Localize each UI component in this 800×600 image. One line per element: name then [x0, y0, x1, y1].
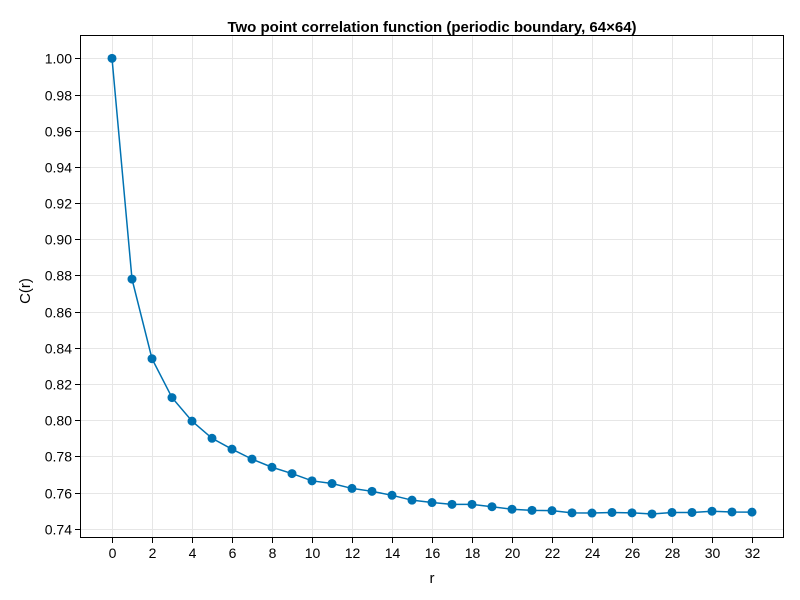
- data-point: [487, 502, 497, 512]
- data-point: [347, 483, 357, 493]
- data-point: [527, 505, 537, 515]
- data-point: [207, 433, 217, 443]
- plot-frame: [80, 35, 784, 538]
- data-point: [327, 479, 337, 489]
- data-point: [447, 499, 457, 509]
- x-tick-label: 12: [345, 545, 361, 561]
- y-tick-label: 0.74: [45, 522, 72, 538]
- y-tick-label: 0.98: [45, 88, 72, 104]
- grid-layer: [80, 35, 784, 538]
- data-point: [107, 53, 117, 63]
- x-tick-label: 2: [149, 545, 157, 561]
- y-tick-label: 0.96: [45, 124, 72, 140]
- data-point: [707, 506, 717, 516]
- data-point: [727, 507, 737, 517]
- data-point: [647, 509, 657, 519]
- data-point: [387, 490, 397, 500]
- data-point: [427, 498, 437, 508]
- x-tick-label: 28: [665, 545, 681, 561]
- data-point: [147, 354, 157, 364]
- data-point: [307, 476, 317, 486]
- data-point: [247, 454, 257, 464]
- x-tick-label: 10: [305, 545, 321, 561]
- y-tick-label: 0.92: [45, 196, 72, 212]
- data-point: [627, 508, 637, 518]
- x-tick-label: 4: [189, 545, 197, 561]
- tick-layer: 0 2 4 6 8 10 12 14 16 18 20 22 24 26 28 30 320.740.760.7…: [45, 51, 761, 562]
- data-point: [547, 506, 557, 516]
- x-tick-label: 6: [229, 545, 237, 561]
- data-point: [667, 507, 677, 517]
- y-tick-label: 0.94: [45, 160, 72, 176]
- data-point: [407, 495, 417, 505]
- data-point: [227, 444, 237, 454]
- data-point: [567, 508, 577, 518]
- data-point: [607, 507, 617, 517]
- y-tick-label: 0.84: [45, 341, 72, 357]
- data-point: [287, 469, 297, 479]
- x-tick-label: 8: [269, 545, 277, 561]
- data-point: [167, 393, 177, 403]
- x-tick-label: 0: [109, 545, 117, 561]
- x-tick-label: 22: [545, 545, 561, 561]
- data-point: [687, 507, 697, 517]
- data-point: [587, 508, 597, 518]
- y-axis-label: C(r): [17, 278, 34, 304]
- x-tick-label: 14: [385, 545, 401, 561]
- x-axis-label: r: [430, 570, 435, 587]
- series-layer: [107, 53, 757, 519]
- y-tick-label: 0.90: [45, 232, 72, 248]
- data-point: [747, 507, 757, 517]
- data-point: [507, 504, 517, 514]
- x-tick-label: 20: [505, 545, 521, 561]
- data-point: [367, 486, 377, 496]
- x-tick-label: 18: [465, 545, 481, 561]
- chart-title: Two point correlation function (periodic…: [227, 19, 636, 36]
- data-point: [467, 499, 477, 509]
- x-tick-label: 24: [585, 545, 601, 561]
- data-point: [127, 274, 137, 284]
- y-tick-label: 0.88: [45, 268, 72, 284]
- y-tick-label: 0.80: [45, 413, 72, 429]
- y-tick-label: 0.78: [45, 449, 72, 465]
- x-tick-label: 32: [745, 545, 761, 561]
- y-tick-label: 1.00: [45, 51, 72, 67]
- data-point: [187, 416, 197, 426]
- x-tick-label: 30: [705, 545, 721, 561]
- x-tick-label: 16: [425, 545, 441, 561]
- x-tick-label: 26: [625, 545, 641, 561]
- y-tick-label: 0.86: [45, 305, 72, 321]
- data-point: [267, 462, 277, 472]
- y-tick-label: 0.76: [45, 486, 72, 502]
- y-tick-label: 0.82: [45, 377, 72, 393]
